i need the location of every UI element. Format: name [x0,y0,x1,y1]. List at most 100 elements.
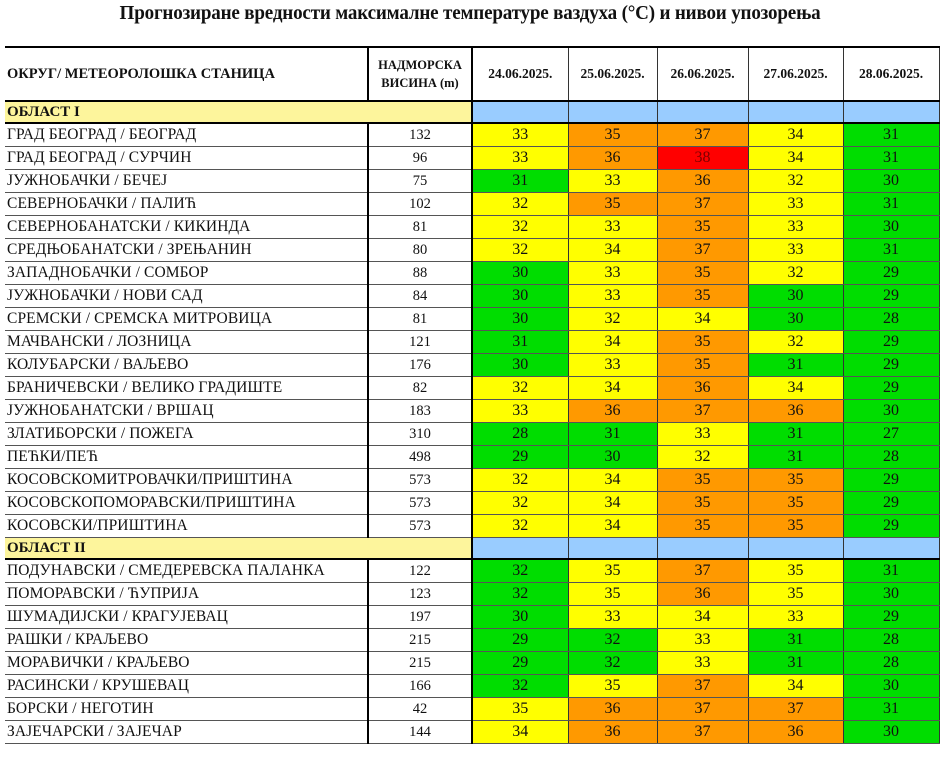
altitude-value: 176 [368,353,473,377]
temperature-cell: 29 [472,628,569,652]
temperature-cell: 32 [472,376,569,400]
station-name: ГРАД БЕОГРАД / БЕОГРАД [5,123,369,147]
temperature-cell: 33 [748,215,844,239]
temperature-cell: 35 [568,674,658,698]
table-row: МАЧВАНСКИ / ЛОЗНИЦА 121 31 34 35 32 29 [5,330,940,354]
temperature-cell: 31 [843,697,940,721]
table-row: ПОДУНАВСКИ / СМЕДЕРЕВСКА ПАЛАНКА 122 32 35 3… [5,559,940,583]
temperature-cell: 35 [748,582,844,606]
station-name: СЕВЕРНОБАЧКИ / ПАЛИЋ [5,192,369,216]
altitude-value: 121 [368,330,473,354]
temperature-cell: 30 [472,284,569,308]
temperature-cell: 33 [472,146,569,170]
altitude-value: 132 [368,123,473,147]
temperature-cell: 33 [472,123,569,147]
table-row: РАСИНСКИ / КРУШЕВАЦ 166 32 35 37 34 30 [5,674,940,698]
temperature-cell: 29 [843,261,940,285]
temperature-cell: 37 [657,674,749,698]
temperature-cell: 32 [472,582,569,606]
altitude-value: 573 [368,491,473,515]
temperature-cell: 33 [568,284,658,308]
altitude-value: 573 [368,514,473,538]
altitude-value: 82 [368,376,473,400]
region-name: ОБЛАСТ I [5,101,473,124]
altitude-value: 81 [368,307,473,331]
temperature-cell: 37 [657,123,749,147]
page-title: Прогнозиране вредности максималне темпер… [119,2,821,24]
temperature-cell: 30 [472,605,569,629]
table-row: БОРСКИ / НЕГОТИН 42 35 36 37 37 31 [5,697,940,721]
temperature-cell: 32 [472,514,569,538]
altitude-value: 310 [368,422,473,446]
table-row: ЈУЖНОБАНАТСКИ / ВРШАЦ 183 33 36 37 36 30 [5,399,940,423]
temperature-cell: 31 [472,330,569,354]
header-row: ОКРУГ/ МЕТЕОРОЛОШКА СТАНИЦА НАДМОРСКА ВИС… [5,46,940,102]
temperature-cell: 34 [568,514,658,538]
altitude-value: 122 [368,559,473,583]
temperature-cell: 35 [657,468,749,492]
temperature-cell: 35 [748,468,844,492]
station-name: СРЕМСКИ / СРЕМСКА МИТРОВИЦА [5,307,369,331]
temperature-cell: 31 [748,628,844,652]
table-row: ЈУЖНОБАЧКИ / БЕЧЕЈ 75 31 33 36 32 30 [5,169,940,193]
temperature-cell: 28 [472,422,569,446]
temperature-cell: 35 [657,491,749,515]
temperature-cell: 29 [843,376,940,400]
station-name: МАЧВАНСКИ / ЛОЗНИЦА [5,330,369,354]
altitude-value: 81 [368,215,473,239]
station-name: ЗЛАТИБОРСКИ / ПОЖЕГА [5,422,369,446]
temperature-cell: 32 [748,330,844,354]
temperature-cell: 34 [748,376,844,400]
table-row: ЗАПАДНОБАЧКИ / СОМБОР 88 30 33 35 32 29 [5,261,940,285]
temperature-cell: 29 [843,468,940,492]
station-name: РАСИНСКИ / КРУШЕВАЦ [5,674,369,698]
temperature-cell: 36 [657,376,749,400]
temperature-cell: 34 [568,491,658,515]
temperature-cell: 37 [657,697,749,721]
temperature-cell: 30 [843,399,940,423]
temperature-cell: 32 [472,491,569,515]
temperature-cell: 33 [657,651,749,675]
station-name: СЕВЕРНОБАНАТСКИ / КИКИНДА [5,215,369,239]
altitude-value: 573 [368,468,473,492]
temperature-cell: 32 [568,307,658,331]
altitude-value: 123 [368,582,473,606]
temperature-cell: 32 [657,445,749,469]
temperature-cell: 36 [657,169,749,193]
temperature-cell: 37 [657,192,749,216]
temperature-cell: 29 [843,605,940,629]
altitude-header-line2: ВИСИНА (m) [381,76,459,90]
station-name: ШУМАДИЈСКИ / КРАГУЈЕВАЦ [5,605,369,629]
table-row: СРЕДЊОБАНАТСКИ / ЗРЕЊАНИН 80 32 34 37 33 31 [5,238,940,262]
temperature-cell: 34 [568,238,658,262]
temperature-cell: 34 [568,376,658,400]
region-name: ОБЛАСТ II [5,537,473,560]
temperature-cell: 32 [472,559,569,583]
temperature-cell: 31 [748,445,844,469]
temperature-cell: 36 [568,720,658,744]
station-name: СРЕДЊОБАНАТСКИ / ЗРЕЊАНИН [5,238,369,262]
station-name: КОСОВСКОПОМОРАВСКИ/ПРИШТИНА [5,491,369,515]
temperature-cell: 29 [472,651,569,675]
temperature-cell: 35 [657,284,749,308]
temperature-cell: 35 [748,491,844,515]
temperature-cell: 35 [657,353,749,377]
temperature-cell: 37 [657,238,749,262]
temperature-cell: 33 [472,399,569,423]
altitude-value: 75 [368,169,473,193]
temperature-cell: 35 [568,123,658,147]
column-header-station: ОКРУГ/ МЕТЕОРОЛОШКА СТАНИЦА [5,46,369,102]
temperature-cell: 34 [568,330,658,354]
temperature-cell: 30 [748,307,844,331]
region-band-cell [843,537,940,560]
altitude-value: 96 [368,146,473,170]
table-row: КОСОВСКОПОМОРАВСКИ/ПРИШТИНА 573 32 34 35 35 29 [5,491,940,515]
altitude-value: 183 [368,399,473,423]
region-band-cell [748,101,844,124]
temperature-cell: 28 [843,445,940,469]
temperature-cell: 33 [748,238,844,262]
temperature-cell: 32 [472,468,569,492]
temperature-cell: 36 [748,720,844,744]
temperature-cell: 31 [843,123,940,147]
temperature-cell: 37 [657,720,749,744]
